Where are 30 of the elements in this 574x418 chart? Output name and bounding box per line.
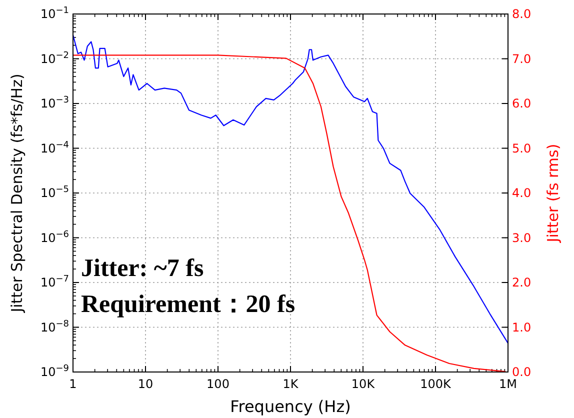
y2-tick-label: 2.0 bbox=[512, 276, 532, 290]
x-tick-label: 1 bbox=[69, 377, 77, 391]
y-tick-label: 10$^{−3}$ bbox=[40, 96, 69, 110]
y-tick-label: 10$^{−8}$ bbox=[40, 319, 70, 334]
y2-tick-label: 0.0 bbox=[512, 365, 532, 379]
y2-tick-label: 1.0 bbox=[512, 320, 532, 334]
y2-tick-label: 4.0 bbox=[512, 186, 532, 200]
annotation: Requirement：20 fs bbox=[81, 291, 296, 318]
y-tick-label: 10$^{−5}$ bbox=[40, 185, 69, 200]
y2-tick-label: 7.0 bbox=[512, 52, 532, 66]
y-axis-title: Jitter Spectral Density (fs*fs/Hz) bbox=[8, 74, 26, 314]
y-tick-label: 10$^{−2}$ bbox=[40, 50, 69, 66]
y-tick-label: 10$^{−4}$ bbox=[40, 140, 70, 156]
y-tick-label: 10$^{−7}$ bbox=[40, 274, 69, 290]
x-tick-label: 100 bbox=[206, 377, 230, 391]
annotation: Jitter: ~7 fs bbox=[81, 255, 204, 282]
y2-tick-label: 6.0 bbox=[512, 96, 532, 110]
y-tick-label: 10$^{−6}$ bbox=[40, 230, 70, 245]
y2-tick-label: 5.0 bbox=[512, 141, 532, 156]
x-tick-label: 10K bbox=[351, 377, 376, 391]
y2-tick-label: 8.0 bbox=[512, 7, 532, 21]
y2-axis-title: Jitter (fs rms) bbox=[544, 144, 562, 244]
x-tick-label: 10 bbox=[138, 377, 154, 391]
x-tick-label: 100K bbox=[420, 377, 452, 391]
y2-tick-label: 3.0 bbox=[512, 230, 532, 245]
x-axis-title: Frequency (Hz) bbox=[230, 397, 351, 416]
x-tick-label: 1K bbox=[282, 377, 300, 391]
x-tick-label: 1M bbox=[499, 377, 517, 391]
y-tick-label: 10$^{−9}$ bbox=[40, 364, 70, 379]
y-tick-label: 10$^{−1}$ bbox=[40, 6, 69, 21]
